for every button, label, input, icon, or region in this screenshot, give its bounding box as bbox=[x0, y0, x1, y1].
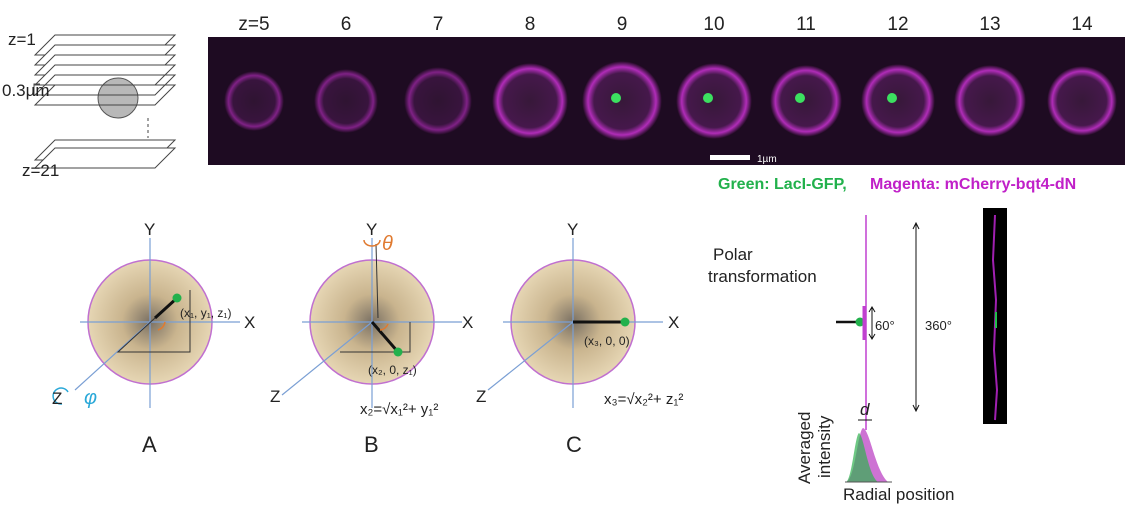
axis-y: Y bbox=[366, 220, 377, 239]
circle bbox=[394, 348, 403, 357]
point-label: (x₁, y₁, z₁) bbox=[180, 306, 231, 320]
slice-label: 11 bbox=[796, 14, 816, 35]
axis-z: Z bbox=[270, 387, 280, 406]
angle-theta: θ bbox=[382, 233, 393, 255]
panel-label: B bbox=[364, 432, 379, 457]
green-spot bbox=[611, 93, 621, 103]
y-axis-label: intensity bbox=[815, 415, 834, 478]
nucleus-image bbox=[861, 64, 935, 138]
nucleus-image bbox=[1047, 66, 1117, 136]
axis-y: Y bbox=[144, 220, 155, 239]
panel-label: A bbox=[142, 432, 157, 457]
slice-label: z=5 bbox=[238, 14, 269, 35]
axis-y: Y bbox=[567, 220, 578, 239]
green-spot bbox=[703, 93, 713, 103]
nucleus-image bbox=[404, 67, 472, 135]
angle-phi: φ bbox=[84, 387, 97, 409]
axis-z: Z bbox=[476, 387, 486, 406]
polar-title: transformation bbox=[708, 267, 817, 286]
slice-label: 13 bbox=[979, 14, 1000, 35]
y-axis-label: Averaged bbox=[795, 412, 814, 484]
nucleus-image bbox=[676, 63, 752, 139]
nucleus-image bbox=[224, 71, 284, 131]
slice-label: 7 bbox=[433, 14, 444, 35]
stack-spacing: 0.3µm bbox=[2, 81, 50, 100]
axis-z: Z bbox=[52, 389, 62, 408]
polar-schematic bbox=[836, 208, 1007, 482]
legend-magenta: Magenta: mCherry-bqt4-dN bbox=[870, 176, 1076, 193]
circle bbox=[621, 318, 630, 327]
nucleus-image bbox=[582, 61, 662, 141]
stack-top: z=1 bbox=[8, 30, 36, 49]
nucleus-image bbox=[770, 65, 842, 137]
panel-b bbox=[282, 238, 462, 408]
scale-bar bbox=[710, 155, 750, 160]
slice-label: 10 bbox=[703, 14, 724, 35]
panel-a bbox=[53, 238, 240, 408]
green-spot bbox=[887, 93, 897, 103]
formula: x₃=√x₂²+ z₁² bbox=[604, 391, 683, 408]
panel-c bbox=[488, 238, 663, 408]
circle bbox=[98, 78, 138, 118]
green-spot bbox=[795, 93, 805, 103]
axis-x: X bbox=[668, 313, 679, 332]
nucleus-image bbox=[954, 65, 1026, 137]
slice-label: 6 bbox=[341, 14, 352, 35]
point-label: (x₂, 0, z₁) bbox=[368, 363, 417, 377]
slice-label: 8 bbox=[525, 14, 536, 35]
slice-label: 12 bbox=[887, 14, 908, 35]
z-stack bbox=[34, 35, 175, 168]
nucleus-image bbox=[492, 63, 568, 139]
distance-label: d bbox=[860, 400, 870, 419]
legend-green: Green: LacI-GFP, bbox=[718, 176, 847, 193]
axis-x: X bbox=[462, 313, 473, 332]
scale-bar-label: 1µm bbox=[757, 154, 777, 165]
polar-title: Polar bbox=[713, 245, 753, 264]
page: Polar transformation figure body { margi… bbox=[0, 0, 1125, 506]
circle bbox=[173, 294, 182, 303]
panel-label: C bbox=[566, 432, 582, 457]
axis-x: X bbox=[244, 313, 255, 332]
body: {"stack": {"top": "z=1", "spacing": "0.3… bbox=[0, 0, 1125, 506]
stack-bottom: z=21 bbox=[22, 161, 59, 180]
formula: x₂=√x₁²+ y₁² bbox=[360, 401, 438, 418]
figure: z=1 0.3µm z=21 1µm Green: LacI-GFP, Mage… bbox=[0, 0, 1125, 506]
slice-label: 9 bbox=[617, 14, 628, 35]
full-angle: 360° bbox=[925, 318, 952, 333]
point-label: (x₃, 0, 0) bbox=[584, 334, 630, 348]
x-axis-label: Radial position bbox=[843, 485, 955, 504]
small-angle: 60° bbox=[875, 318, 895, 333]
slice-label: 14 bbox=[1071, 14, 1093, 35]
nucleus-image bbox=[314, 69, 378, 133]
